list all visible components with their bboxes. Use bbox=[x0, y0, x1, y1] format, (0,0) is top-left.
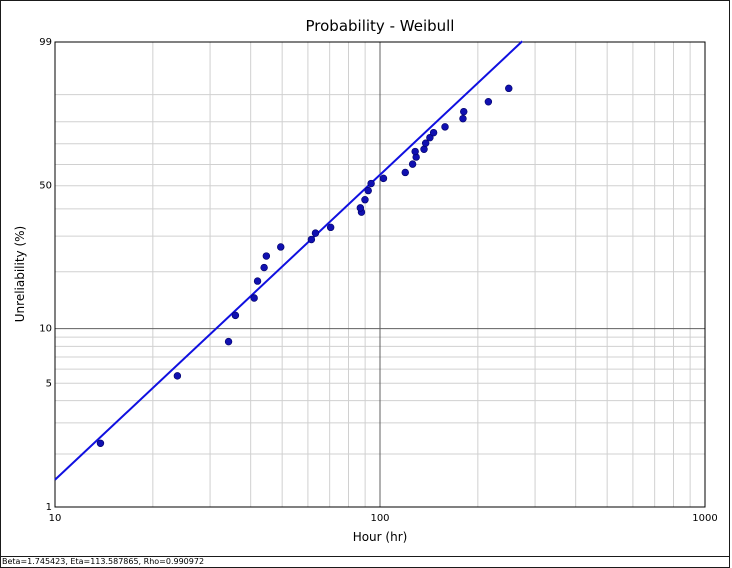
data-point bbox=[356, 204, 365, 212]
weibull-fit-line bbox=[54, 40, 523, 481]
data-point bbox=[311, 229, 320, 237]
data-point bbox=[253, 277, 262, 285]
data-point bbox=[364, 186, 372, 195]
x-tick-label: 10 bbox=[49, 513, 62, 524]
data-point bbox=[484, 98, 493, 106]
chart-frame: Probability - Weibull 10 100 1000 1 5 10 50 99… bbox=[0, 0, 730, 557]
data-point bbox=[307, 235, 316, 244]
data-point bbox=[401, 168, 409, 177]
y-tick-labels: 1 5 10 50 99 bbox=[39, 37, 52, 513]
data-point bbox=[426, 133, 434, 142]
x-tick-labels: 10 100 1000 bbox=[49, 513, 718, 524]
data-point bbox=[173, 372, 182, 380]
status-footer: Beta=1.745423, Eta=113.587865, Rho=0.990… bbox=[0, 557, 730, 568]
data-point bbox=[408, 160, 417, 168]
data-points bbox=[96, 84, 513, 447]
fit-line-layer bbox=[54, 40, 523, 481]
x-tick-label: 100 bbox=[370, 513, 389, 524]
data-point bbox=[411, 147, 419, 156]
data-point bbox=[367, 179, 375, 188]
y-tick-label: 99 bbox=[39, 37, 52, 48]
data-point bbox=[460, 107, 468, 116]
data-point bbox=[421, 139, 430, 147]
weibull-probability-plot: Probability - Weibull 10 100 1000 1 5 10 50 99… bbox=[13, 17, 718, 544]
data-point bbox=[260, 263, 268, 272]
data-point bbox=[459, 114, 467, 123]
y-tick-label: 5 bbox=[46, 378, 52, 389]
y-tick-label: 1 bbox=[46, 502, 52, 513]
x-tick-label: 1000 bbox=[692, 513, 717, 524]
data-point bbox=[379, 174, 388, 183]
chart-title: Probability - Weibull bbox=[306, 17, 455, 35]
data-point bbox=[96, 439, 105, 447]
plot-area-border bbox=[54, 41, 706, 508]
y-tick-label: 10 bbox=[39, 324, 52, 335]
x-axis-label: Hour (hr) bbox=[353, 530, 408, 544]
data-point bbox=[262, 252, 271, 260]
data-point bbox=[361, 196, 369, 204]
grid-major bbox=[55, 42, 705, 507]
data-point bbox=[224, 337, 233, 346]
data-point bbox=[505, 84, 513, 93]
y-axis-label: Unreliability (%) bbox=[13, 226, 27, 322]
data-point bbox=[250, 294, 258, 302]
y-tick-label: 50 bbox=[39, 181, 52, 192]
data-point bbox=[429, 128, 438, 137]
data-point bbox=[277, 243, 285, 251]
data-point bbox=[326, 223, 335, 232]
data-point bbox=[231, 311, 240, 320]
data-point bbox=[420, 145, 428, 153]
data-point bbox=[441, 123, 449, 131]
